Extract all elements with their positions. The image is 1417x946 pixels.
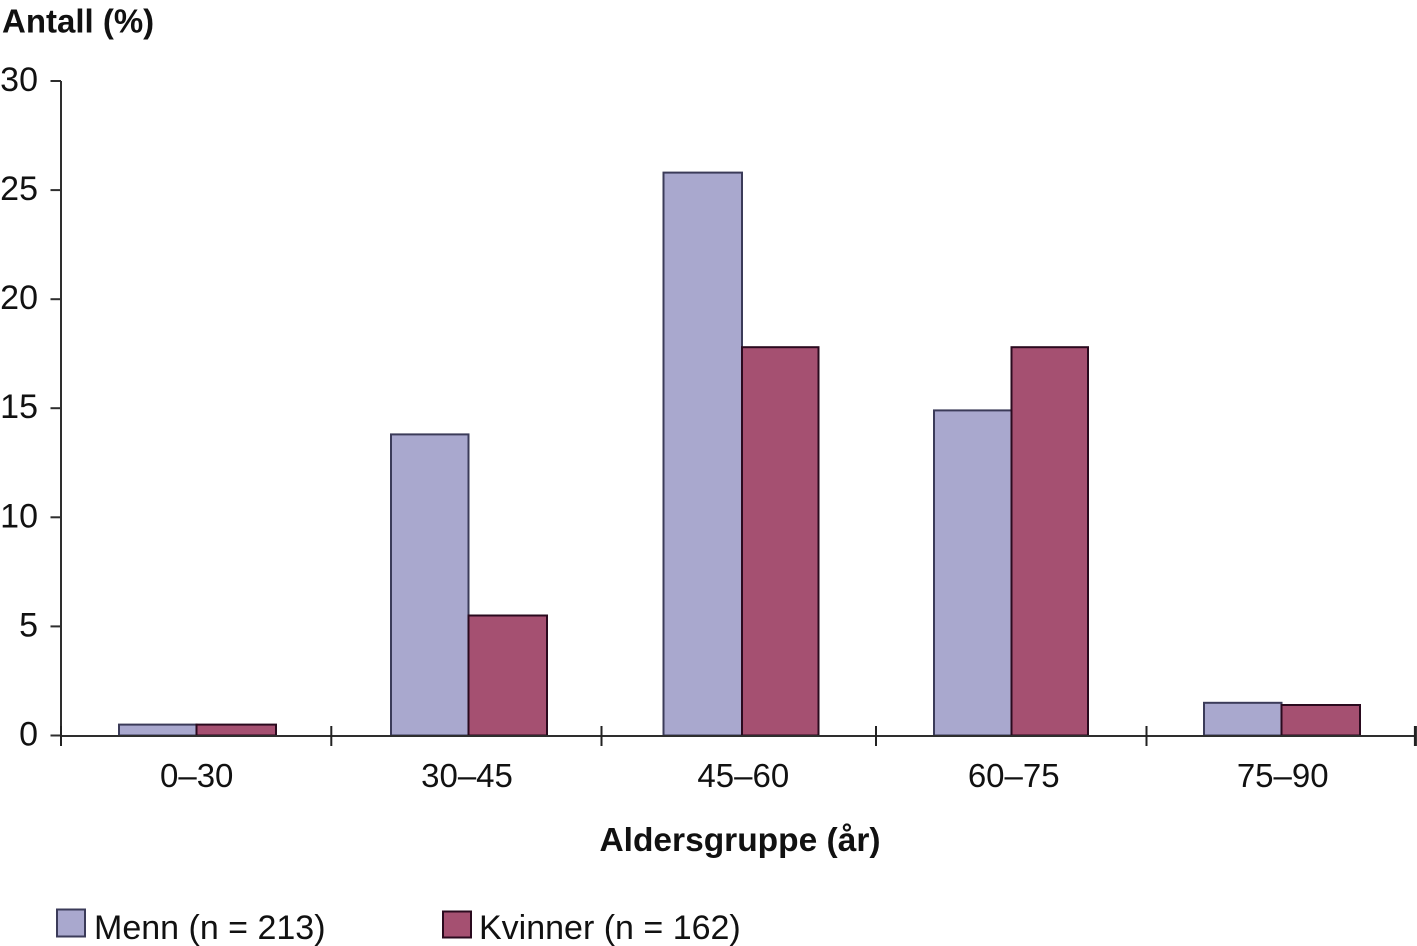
svg-text:75–90: 75–90 <box>1237 757 1329 794</box>
svg-text:0–30: 0–30 <box>160 757 233 794</box>
svg-text:15: 15 <box>0 388 38 426</box>
svg-text:5: 5 <box>19 606 38 644</box>
svg-text:20: 20 <box>0 279 38 317</box>
svg-text:Menn (n = 213): Menn (n = 213) <box>94 909 326 946</box>
svg-text:Aldersgruppe (år): Aldersgruppe (år) <box>599 822 880 859</box>
svg-text:45–60: 45–60 <box>697 757 789 794</box>
svg-text:25: 25 <box>0 170 38 208</box>
svg-text:30: 30 <box>0 61 38 99</box>
svg-text:10: 10 <box>0 497 38 535</box>
svg-text:0: 0 <box>19 716 38 754</box>
svg-text:Antall (%): Antall (%) <box>2 3 154 40</box>
svg-text:60–75: 60–75 <box>968 757 1060 794</box>
svg-text:30–45: 30–45 <box>421 757 513 794</box>
svg-text:Kvinner (n = 162): Kvinner (n = 162) <box>479 909 741 946</box>
